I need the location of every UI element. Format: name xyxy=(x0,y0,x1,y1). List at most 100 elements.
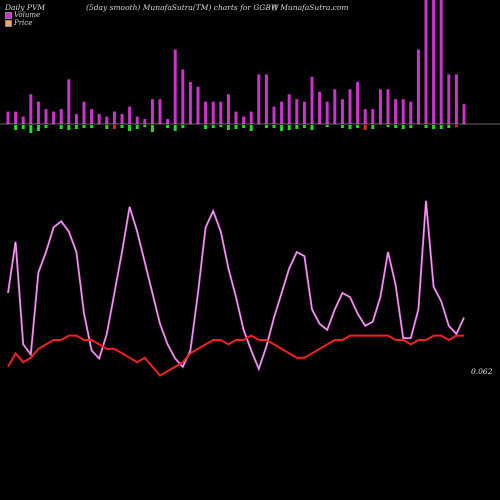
volume-bar xyxy=(264,74,268,124)
volume-bar xyxy=(181,69,185,124)
legend-price-label: Price xyxy=(14,19,33,27)
volume-bar xyxy=(226,94,230,124)
volume-bar xyxy=(378,89,382,124)
legend-volume: Volume xyxy=(5,11,40,19)
volume-bar xyxy=(272,106,276,124)
volume-bar xyxy=(302,101,306,124)
volume-bar xyxy=(21,116,25,124)
volume-bar xyxy=(424,0,428,124)
change-bar xyxy=(401,125,405,129)
volume-bar xyxy=(401,99,405,124)
change-bar xyxy=(226,125,230,130)
volume-bar xyxy=(249,111,253,124)
change-bar xyxy=(310,125,314,130)
change-bar xyxy=(295,125,299,129)
change-bar xyxy=(150,125,154,132)
volume-bar xyxy=(135,116,139,124)
change-bar xyxy=(82,125,86,128)
change-bar xyxy=(59,125,63,129)
volume-bar xyxy=(295,99,299,124)
volume-bar xyxy=(112,111,116,124)
volume-bar xyxy=(371,109,375,124)
change-bar xyxy=(302,125,306,128)
volume-bar xyxy=(29,94,33,124)
change-bar xyxy=(325,125,329,127)
volume-bar xyxy=(36,101,40,124)
volume-bar xyxy=(44,109,48,124)
change-bar xyxy=(249,125,253,131)
volume-bar xyxy=(340,99,344,124)
change-bar xyxy=(386,125,390,127)
change-bar xyxy=(112,125,116,129)
volume-bar xyxy=(386,89,390,124)
volume-bar xyxy=(6,111,10,124)
change-bar xyxy=(74,125,78,129)
volume-bar xyxy=(325,101,329,124)
volume-bar xyxy=(447,74,451,124)
volume-bar xyxy=(204,101,208,124)
volume-bar xyxy=(348,89,352,124)
change-bar xyxy=(348,125,352,129)
volume-bar xyxy=(52,111,56,124)
change-bar xyxy=(36,125,40,131)
change-bar xyxy=(90,125,94,128)
change-bar xyxy=(29,125,33,133)
volume-bar xyxy=(82,101,86,124)
volume-bar xyxy=(242,116,246,124)
volume-bar xyxy=(158,99,162,124)
change-bar xyxy=(242,125,246,128)
volume-bar xyxy=(173,49,177,124)
change-bar xyxy=(424,125,428,128)
volume-bar xyxy=(105,116,109,124)
volume-bar xyxy=(143,119,147,124)
price-swatch-icon xyxy=(5,19,12,27)
change-bar xyxy=(394,125,398,128)
change-bar xyxy=(181,125,185,128)
volume-bar xyxy=(310,76,314,124)
price-value-label: 0.062 xyxy=(471,367,493,376)
change-bar xyxy=(21,125,25,129)
change-bar xyxy=(173,125,177,131)
change-bar xyxy=(135,125,139,129)
change-bar xyxy=(44,125,48,128)
change-bar xyxy=(432,125,436,129)
change-bar xyxy=(439,125,443,129)
change-bar xyxy=(211,125,215,128)
volume-bar xyxy=(333,89,337,124)
volume-bar xyxy=(59,109,63,124)
change-bar xyxy=(14,125,18,130)
change-bar xyxy=(340,125,344,128)
chart-title-center: (5day smooth) MunafaSutra(TM) charts for… xyxy=(86,3,279,12)
volume-bar xyxy=(97,114,101,124)
change-bar xyxy=(128,125,132,131)
volume-bar xyxy=(287,94,291,124)
volume-bar xyxy=(150,99,154,124)
change-bar xyxy=(409,125,413,128)
change-bar xyxy=(67,125,71,130)
volume-bar xyxy=(188,81,192,124)
price-line xyxy=(7,334,464,377)
volume-bar xyxy=(90,109,94,124)
volume-bar xyxy=(120,114,124,124)
volume-bar xyxy=(409,101,413,124)
change-bar xyxy=(143,125,147,127)
volume-bar xyxy=(166,119,170,124)
volume-bar xyxy=(219,101,223,124)
volume-bar xyxy=(257,74,261,124)
legend-price: Price xyxy=(5,19,32,27)
volume-bar xyxy=(14,111,18,124)
volume-bar xyxy=(74,114,78,124)
volume-line-highlight xyxy=(7,200,465,370)
volume-bar xyxy=(432,0,436,124)
change-bar xyxy=(204,125,208,129)
volume-bar xyxy=(416,49,420,124)
volume-bar xyxy=(234,111,238,124)
volume-bar xyxy=(356,81,360,124)
volume-bar xyxy=(318,91,322,124)
chart-title-left: Daily PVM xyxy=(5,3,46,12)
change-bar xyxy=(280,125,284,131)
volume-bar xyxy=(211,101,215,124)
volume-bar xyxy=(462,104,466,124)
volume-bar xyxy=(439,0,443,124)
